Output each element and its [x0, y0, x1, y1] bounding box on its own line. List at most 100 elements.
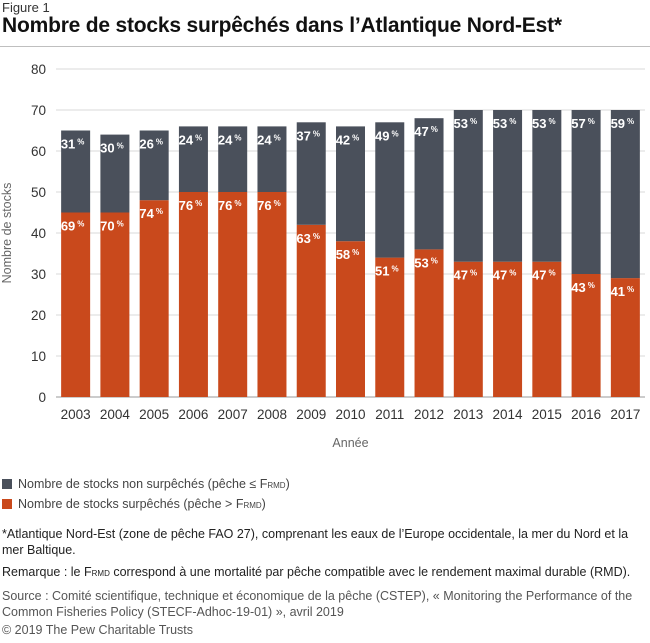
bar-label-non-overfished: 49%	[375, 128, 399, 143]
bar-label-non-overfished: 53%	[493, 116, 517, 131]
bar-label-overfished: 70%	[100, 219, 124, 234]
bar-non-overfished	[257, 126, 287, 192]
bar-overfished	[610, 278, 640, 397]
bar-non-overfished	[375, 122, 405, 258]
bar-non-overfished	[296, 122, 326, 225]
footnote: *Atlantique Nord-Est (zone de pêche FAO …	[2, 527, 629, 557]
bar-label-non-overfished: 30%	[100, 141, 124, 156]
x-tick-label: 2014	[493, 407, 524, 422]
bar-non-overfished	[336, 126, 365, 242]
y-tick-label: 0	[38, 390, 46, 405]
bar-non-overfished	[493, 110, 523, 262]
bar-non-overfished	[414, 118, 444, 250]
legend-item-overfished: Nombre de stocks surpêchés (pêche > FRMD…	[2, 494, 290, 514]
bar-overfished	[336, 241, 365, 397]
source-note: Source : Comité scientifique, technique …	[2, 589, 633, 619]
bar-label-overfished: 53%	[414, 255, 438, 270]
stacked-bar-chart: 0 10 20 30 40 50 60 70 80 Nombre de stocks 69 % 31 % 2…	[0, 62, 645, 450]
bar-label-overfished: 51%	[375, 264, 399, 279]
x-tick-label: 2011	[375, 407, 404, 422]
y-tick-label: 80	[31, 62, 46, 77]
y-tick-label: 70	[31, 103, 46, 118]
bar-label-overfished: 47%	[532, 268, 556, 283]
bar-label-overfished: 69%	[61, 219, 85, 234]
x-tick-label: 2013	[453, 407, 483, 422]
bar-label-non-overfished: 24%	[257, 132, 281, 147]
bar-overfished	[100, 212, 130, 397]
y-tick-label: 30	[31, 267, 46, 282]
bar-overfished	[453, 261, 483, 397]
x-tick-label: 2009	[296, 407, 326, 422]
x-tick-label: 2008	[257, 407, 287, 422]
bar-overfished	[296, 224, 326, 397]
bar-label-overfished: 47%	[454, 268, 478, 283]
bar-label-overfished: 41%	[611, 284, 635, 299]
bar-non-overfished	[178, 126, 208, 192]
bar-overfished	[218, 192, 248, 397]
bar-label-overfished: 43%	[571, 280, 595, 295]
y-tick-label: 20	[31, 308, 46, 323]
y-axis-label: Nombre de stocks	[0, 183, 14, 284]
bar-non-overfished	[139, 130, 169, 201]
bar-overfished	[571, 274, 601, 397]
figure-label: Figure 1	[2, 0, 50, 15]
bar-overfished	[257, 192, 287, 397]
bar-label-overfished: 76%	[218, 198, 242, 213]
bar-label-non-overfished: 53%	[532, 116, 556, 131]
y-tick-label: 40	[31, 226, 46, 241]
x-tick-label: 2005	[139, 407, 169, 422]
x-axis-label: Année	[332, 436, 368, 450]
bar-non-overfished	[532, 110, 562, 262]
bar-label-overfished: 74%	[139, 206, 163, 221]
bar-label-non-overfished: 53%	[454, 116, 478, 131]
bar-overfished	[178, 192, 208, 397]
x-tick-label: 2010	[335, 407, 365, 422]
bar-overfished	[493, 261, 523, 397]
legend: Nombre de stocks non surpêchés (pêche ≤ …	[2, 474, 290, 514]
remark: Remarque : le FRMD correspond à une mort…	[2, 565, 631, 579]
x-tick-label: 2012	[414, 407, 444, 422]
x-tick-label: 2004	[100, 407, 131, 422]
bar-non-overfished	[453, 110, 483, 262]
bar-overfished	[375, 257, 405, 397]
bar-label-non-overfished: 42%	[336, 132, 360, 147]
notes: *Atlantique Nord-Est (zone de pêche FAO …	[2, 526, 648, 638]
bar-non-overfished	[610, 110, 640, 279]
bar-label-overfished: 58%	[336, 247, 360, 262]
legend-label-non-overfished: Nombre de stocks non surpêchés (pêche ≤ …	[18, 477, 290, 491]
bar-label-non-overfished: 37%	[296, 128, 320, 143]
title-divider	[0, 46, 650, 47]
legend-label-overfished: Nombre de stocks surpêchés (pêche > FRMD…	[18, 497, 266, 511]
legend-item-non-overfished: Nombre de stocks non surpêchés (pêche ≤ …	[2, 474, 290, 494]
x-tick-label: 2003	[61, 407, 91, 422]
bar-label-overfished: 76%	[257, 198, 281, 213]
bar-label-overfished: 47%	[493, 268, 517, 283]
x-tick-label: 2016	[571, 407, 601, 422]
x-tick-label: 2007	[218, 407, 248, 422]
bar-overfished	[139, 200, 169, 397]
y-tick-label: 10	[31, 349, 46, 364]
bar-label-overfished: 63%	[296, 231, 320, 246]
bar-label-non-overfished: 57%	[571, 116, 595, 131]
y-tick-label: 50	[31, 185, 46, 200]
bar-label-non-overfished: 24%	[179, 132, 203, 147]
bar-non-overfished	[100, 134, 130, 213]
x-tick-label: 2015	[532, 407, 562, 422]
y-tick-label: 60	[31, 144, 46, 159]
x-tick-label: 2006	[178, 407, 208, 422]
bar-label-non-overfished: 47%	[414, 124, 438, 139]
legend-swatch-overfished	[2, 499, 12, 509]
bar-overfished	[532, 261, 562, 397]
x-tick-label: 2017	[610, 407, 640, 422]
chart-title: Nombre de stocks surpêchés dans l’Atlant…	[2, 14, 562, 37]
bar-label-non-overfished: 26%	[139, 137, 163, 152]
copyright: © 2019 The Pew Charitable Trusts	[2, 623, 194, 637]
bar-non-overfished	[61, 130, 91, 213]
bar-overfished	[61, 212, 91, 397]
bar-label-overfished: 76%	[179, 198, 203, 213]
legend-swatch-non-overfished	[2, 479, 12, 489]
bar-non-overfished	[218, 126, 248, 192]
bar-overfished	[414, 249, 444, 397]
bar-non-overfished	[571, 110, 601, 274]
bar-label-non-overfished: 59%	[611, 116, 635, 131]
